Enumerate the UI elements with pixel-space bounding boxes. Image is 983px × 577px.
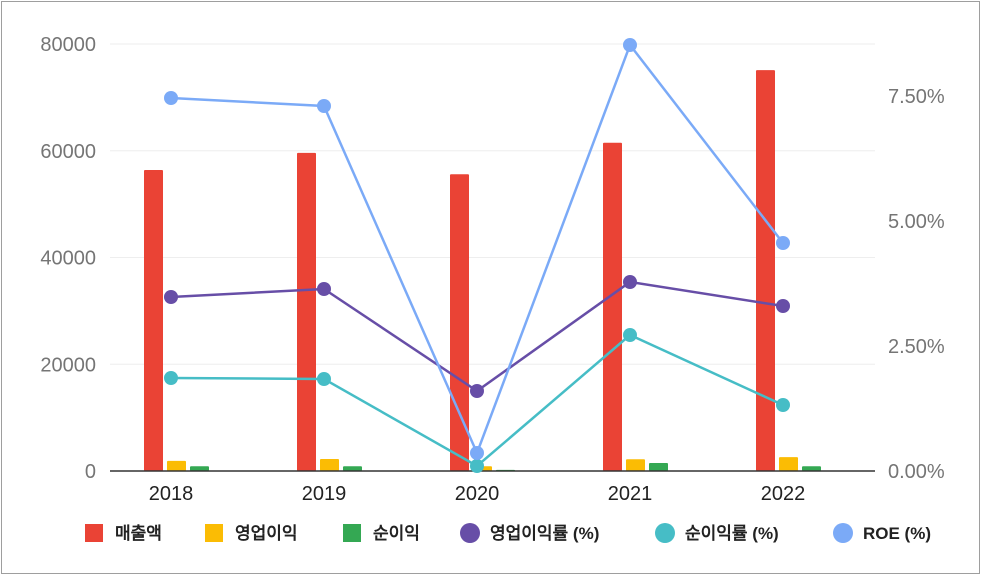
legend-swatch-매출액 bbox=[85, 524, 103, 542]
point-영업이익률 (%) bbox=[164, 290, 178, 304]
bar-순이익 bbox=[802, 466, 821, 471]
point-순이익률 (%) bbox=[164, 371, 178, 385]
line-영업이익률 (%) bbox=[170, 280, 784, 393]
point-ROE (%) bbox=[164, 91, 178, 105]
bar-영업이익 bbox=[320, 458, 339, 471]
right-axis-tick: 0.00% bbox=[888, 461, 945, 483]
left-axis-tick: 0 bbox=[85, 461, 96, 483]
right-axis-tick: 7.50% bbox=[888, 86, 945, 108]
left-axis-tick: 20000 bbox=[40, 354, 96, 376]
bar-순이익 bbox=[190, 466, 209, 471]
bar-영업이익 bbox=[779, 457, 798, 471]
legend-label: 순이익률 (%) bbox=[685, 524, 779, 543]
point-ROE (%) bbox=[470, 446, 484, 460]
legend-swatch-ROE (%) bbox=[833, 523, 853, 543]
bar-매출액 bbox=[756, 70, 775, 471]
right-axis-tick: 5.00% bbox=[888, 211, 945, 233]
point-순이익률 (%) bbox=[623, 328, 637, 342]
legend-label: ROE (%) bbox=[863, 524, 931, 543]
bar-매출액 bbox=[144, 169, 163, 471]
legend-swatch-순이익 bbox=[343, 524, 361, 542]
x-axis-tick: 2021 bbox=[608, 483, 653, 505]
bar-순이익 bbox=[649, 462, 668, 471]
point-ROE (%) bbox=[317, 99, 331, 113]
left-axis-tick: 60000 bbox=[40, 141, 96, 163]
x-axis-tick: 2018 bbox=[149, 483, 194, 505]
point-영업이익률 (%) bbox=[317, 282, 331, 296]
point-영업이익률 (%) bbox=[470, 384, 484, 398]
bar-영업이익 bbox=[167, 460, 186, 471]
legend-swatch-영업이익률 (%) bbox=[460, 523, 480, 543]
x-axis-tick: 2022 bbox=[761, 483, 806, 505]
bar-매출액 bbox=[297, 152, 316, 471]
right-axis-tick: 2.50% bbox=[888, 336, 945, 358]
bar-순이익 bbox=[343, 466, 362, 471]
point-순이익률 (%) bbox=[317, 372, 331, 386]
point-ROE (%) bbox=[623, 38, 637, 52]
legend-label: 매출액 bbox=[115, 524, 162, 543]
point-순이익률 (%) bbox=[470, 459, 484, 473]
bar-매출액 bbox=[603, 142, 622, 471]
point-ROE (%) bbox=[776, 236, 790, 250]
left-axis-tick: 40000 bbox=[40, 248, 96, 270]
bar-매출액 bbox=[450, 174, 469, 472]
legend-swatch-순이익률 (%) bbox=[655, 523, 675, 543]
point-영업이익률 (%) bbox=[623, 275, 637, 289]
legend-swatch-영업이익 bbox=[205, 524, 223, 542]
x-axis-tick: 2019 bbox=[302, 483, 347, 505]
legend-label: 영업이익 bbox=[235, 524, 298, 543]
point-순이익률 (%) bbox=[776, 398, 790, 412]
x-axis-tick: 2020 bbox=[455, 483, 500, 505]
left-axis-tick: 80000 bbox=[40, 34, 96, 56]
legend-label: 영업이익률 (%) bbox=[490, 524, 599, 543]
legend-label: 순이익 bbox=[373, 524, 420, 543]
point-영업이익률 (%) bbox=[776, 299, 790, 313]
bar-영업이익 bbox=[626, 459, 645, 471]
